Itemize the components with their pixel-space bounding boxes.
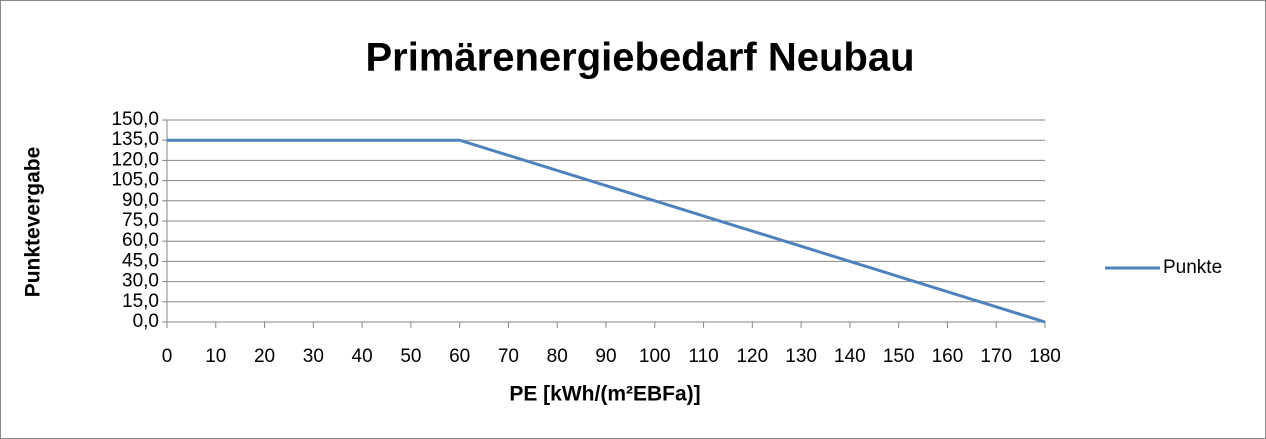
- y-tick-label: 150,0: [111, 109, 159, 130]
- y-tick-label: 60,0: [122, 230, 159, 251]
- x-tick-label: 170: [980, 346, 1012, 367]
- y-axis-label: Punktevergabe: [22, 147, 45, 298]
- x-tick-label: 110: [688, 346, 718, 367]
- x-tick-label: 150: [883, 346, 915, 367]
- y-tick-label: 105,0: [111, 170, 159, 191]
- chart-title: Primärenergiebedarf Neubau: [365, 36, 914, 80]
- x-tick-label: 60: [449, 346, 470, 367]
- y-tick-label: 45,0: [122, 250, 159, 271]
- y-tick-label: 135,0: [111, 129, 159, 150]
- x-tick-label: 120: [736, 346, 768, 367]
- x-tick-label: 100: [639, 346, 671, 367]
- y-tick-label: 90,0: [122, 190, 159, 211]
- x-tick-label: 90: [595, 346, 616, 367]
- x-tick-label: 0: [162, 346, 173, 367]
- x-tick-label: 140: [834, 346, 866, 367]
- y-tick-label: 75,0: [122, 210, 159, 231]
- series-line: [167, 138, 1046, 324]
- x-tick-label: 80: [547, 346, 568, 367]
- x-tick-label: 40: [352, 346, 373, 367]
- x-tick-label: 130: [785, 346, 817, 367]
- y-tick-label: 30,0: [122, 271, 159, 292]
- y-tick-label: 120,0: [111, 149, 159, 170]
- x-axis-label: PE [kWh/(m²EBFa)]: [509, 383, 700, 406]
- x-tick-label: 180: [1029, 346, 1061, 367]
- x-tick-label: 160: [932, 346, 964, 367]
- y-tick-label: 0,0: [133, 311, 159, 332]
- x-tick-label: 50: [400, 346, 421, 367]
- x-tick-label: 20: [254, 346, 275, 367]
- x-tick-label: 10: [205, 346, 226, 367]
- y-tick-label: 15,0: [122, 291, 159, 312]
- x-tick-label: 30: [303, 346, 324, 367]
- legend-label: Punkte: [1163, 257, 1222, 278]
- x-tick-label: 70: [498, 346, 519, 367]
